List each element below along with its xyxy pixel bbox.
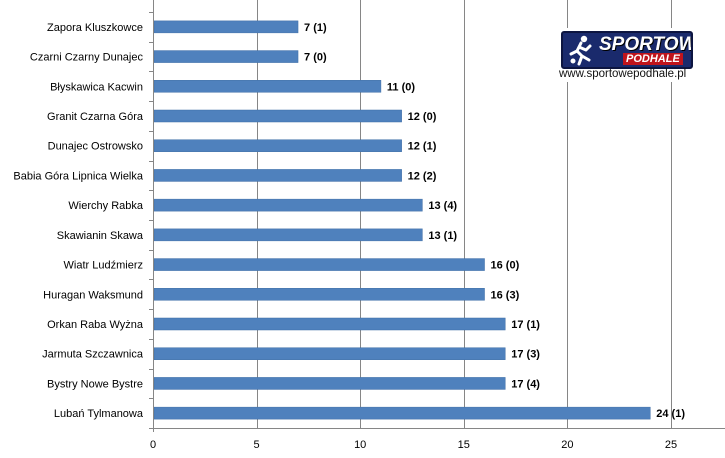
x-tick-label: 5: [254, 439, 260, 451]
bar: [153, 80, 382, 93]
data-label: 17 (1): [511, 319, 540, 331]
bar: [153, 198, 423, 212]
logo-brand-top: SPORTOWE: [599, 34, 691, 55]
category-labels: Zapora Kluszkowce Czarni Czarny Dunajec Bł…: [13, 22, 144, 420]
bar: [153, 20, 299, 34]
bar: [153, 228, 423, 242]
bar: [153, 347, 506, 360]
data-label: 16 (0): [491, 260, 520, 272]
data-label: 11 (0): [387, 81, 415, 93]
sportowe-podhale-logo: SPORTOWE PODHALE www.sportowepodhale.pl: [557, 28, 695, 82]
data-label: 12 (2): [408, 170, 437, 182]
bar: [153, 258, 485, 271]
data-label: 12 (1): [408, 141, 437, 153]
x-tick-label: 20: [561, 439, 573, 451]
data-label: 7 (1): [304, 22, 327, 34]
category-label: Orkan Raba Wyżna: [47, 319, 144, 331]
category-label: Zapora Kluszkowce: [47, 22, 143, 34]
data-label: 24 (1): [656, 408, 685, 420]
bar: [153, 288, 485, 301]
bar: [153, 406, 651, 420]
data-labels: 7 (1) 7 (0) 11 (0) 12 (0) 12 (1) 12 (2) 13 (4)…: [304, 22, 685, 420]
category-label: Lubań Tylmanowa: [54, 408, 144, 420]
data-label: 13 (4): [428, 200, 457, 212]
bars: [153, 20, 651, 420]
category-label: Wiatr Ludźmierz: [64, 260, 143, 272]
category-label: Czarni Czarny Dunajec: [30, 52, 144, 64]
x-tick-label: 15: [458, 439, 470, 451]
x-tick-label: 10: [354, 439, 366, 451]
bar: [153, 377, 506, 390]
bar: [153, 109, 402, 123]
logo-badge: SPORTOWE PODHALE: [561, 31, 693, 69]
category-label: Dunajec Ostrowsko: [48, 141, 143, 153]
category-label: Skawianin Skawa: [57, 230, 144, 242]
logo-url: www.sportowepodhale.pl: [559, 68, 687, 80]
bar: [153, 169, 402, 182]
category-label: Babia Góra Lipnica Wielka: [13, 170, 144, 182]
bar: [153, 317, 506, 331]
runner-icon: [569, 35, 592, 66]
data-label: 13 (1): [428, 230, 457, 242]
category-label: Granit Czarna Góra: [47, 111, 144, 123]
category-label: Jarmuta Szczawnica: [42, 349, 144, 361]
data-label: 7 (0): [304, 52, 327, 64]
category-label: Wierchy Rabka: [68, 200, 143, 212]
x-tick-label: 0: [150, 439, 156, 451]
data-label: 17 (4): [511, 378, 540, 390]
data-label: 16 (3): [491, 289, 520, 301]
category-label: Huragan Waksmund: [43, 289, 143, 301]
bar: [153, 139, 402, 152]
x-tick-label: 25: [665, 439, 677, 451]
logo-brand-bottom: PODHALE: [623, 53, 683, 65]
data-label: 17 (3): [511, 349, 540, 361]
category-label: Błyskawica Kacwin: [50, 81, 143, 93]
category-label: Bystry Nowe Bystre: [47, 378, 143, 390]
bar: [153, 50, 299, 63]
data-label: 12 (0): [408, 111, 437, 123]
x-axis-tick-labels: 0 5 10 15 20 25: [150, 439, 677, 451]
